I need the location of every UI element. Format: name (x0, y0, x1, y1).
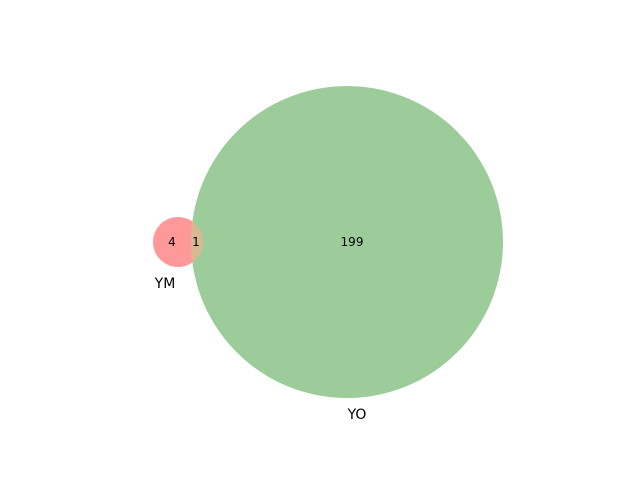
count-only-yo: 199 (341, 235, 364, 249)
count-intersection: 1 (192, 235, 200, 249)
set-circle-yo (191, 86, 503, 398)
set-circle-ym (153, 217, 203, 267)
set-label-ym: YM (154, 276, 176, 292)
count-only-ym: 4 (168, 235, 176, 249)
set-label-yo: YO (347, 407, 367, 423)
